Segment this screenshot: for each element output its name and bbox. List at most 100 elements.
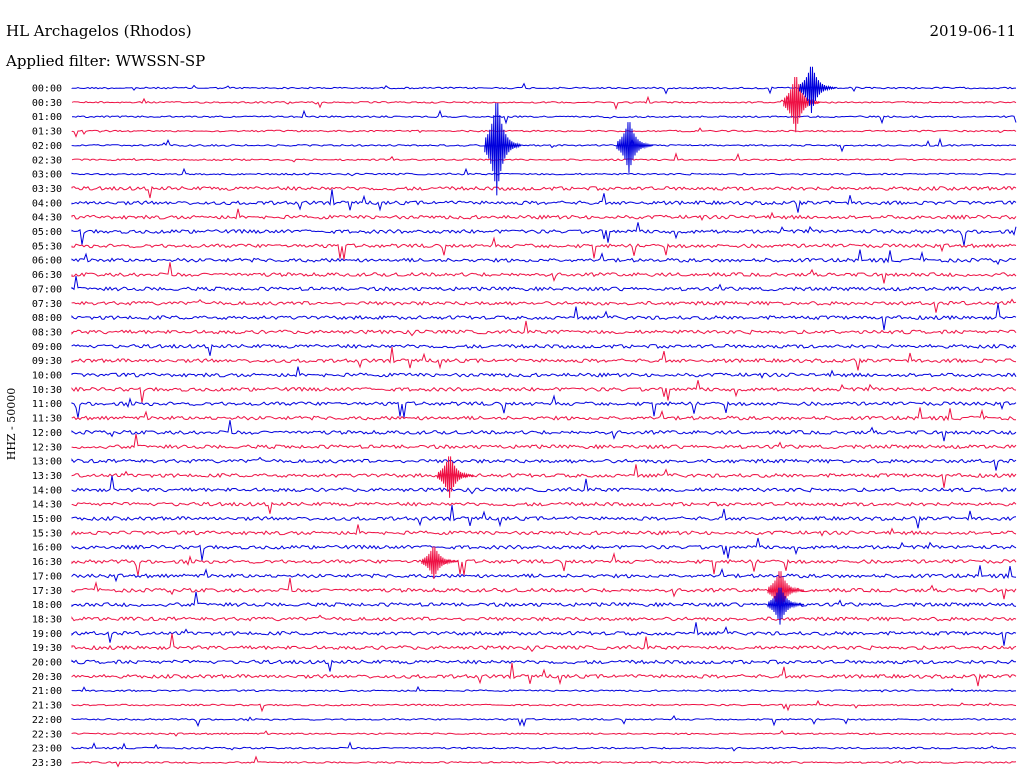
trace-row	[71, 464, 1017, 488]
event-spikes	[421, 66, 836, 625]
seismic-traces	[71, 82, 1017, 768]
trace-row	[71, 249, 1017, 266]
trace-row	[71, 236, 1017, 260]
time-tick-label: 11:00	[32, 399, 62, 410]
trace-row	[71, 298, 1017, 313]
trace-row	[71, 167, 1017, 177]
time-tick-label: 05:30	[32, 241, 62, 252]
trace-row	[71, 127, 1017, 138]
time-tick-label: 21:00	[32, 686, 62, 697]
time-tick-label: 00:30	[32, 98, 62, 109]
trace-row	[71, 347, 1017, 371]
time-tick-label: 04:00	[32, 198, 62, 209]
time-tick-label: 09:30	[32, 356, 62, 367]
trace-row	[71, 208, 1017, 222]
trace-row	[71, 137, 1017, 153]
trace-row	[71, 699, 1017, 713]
date-label: 2019-06-11	[930, 22, 1016, 40]
time-tick-label: 15:00	[32, 514, 62, 525]
time-tick-label: 04:30	[32, 213, 62, 224]
trace-row	[71, 633, 1017, 653]
time-tick-label: 14:30	[32, 500, 62, 511]
trace-row	[71, 456, 1017, 471]
trace-row	[71, 741, 1017, 752]
time-tick-label: 14:00	[32, 485, 62, 496]
trace-row	[71, 622, 1017, 646]
trace-row	[71, 95, 1017, 111]
time-tick-label: 00:00	[32, 84, 62, 95]
time-tick-label: 08:30	[32, 327, 62, 338]
trace-row	[71, 380, 1017, 403]
time-tick-label: 01:30	[32, 127, 62, 138]
trace-row	[71, 614, 1017, 622]
trace-row	[71, 524, 1017, 537]
trace-row	[71, 262, 1017, 284]
trace-row	[71, 152, 1017, 163]
trace-row	[71, 343, 1017, 356]
time-tick-label: 18:30	[32, 614, 62, 625]
time-tick-label: 09:00	[32, 342, 62, 353]
time-tick-label: 22:30	[32, 729, 62, 740]
trace-row	[71, 685, 1016, 693]
time-tick-label: 05:00	[32, 227, 62, 238]
trace-row	[72, 109, 1017, 125]
trace-row	[71, 659, 1017, 672]
time-tick-label: 20:30	[32, 672, 62, 683]
event-spike	[484, 103, 522, 196]
time-tick-label: 13:00	[32, 457, 62, 468]
filter-label: Applied filter: WWSSN-SP	[5, 52, 205, 70]
time-tick-label: 10:30	[32, 385, 62, 396]
time-tick-label: 21:30	[32, 701, 62, 712]
time-tick-label: 07:00	[32, 284, 62, 295]
trace-row	[71, 433, 1017, 450]
time-tick-label: 10:00	[32, 371, 62, 382]
trace-row	[71, 82, 1016, 95]
time-tick-label: 01:00	[32, 112, 62, 123]
time-tick-label: 16:00	[32, 543, 62, 554]
event-spike	[437, 456, 474, 498]
event-spike	[767, 587, 805, 625]
time-tick-label: 12:30	[32, 442, 62, 453]
trace-row	[71, 577, 1017, 600]
event-spike	[421, 546, 459, 580]
time-tick-label: 08:00	[32, 313, 62, 324]
trace-row	[71, 407, 1017, 422]
trace-row	[71, 222, 1017, 246]
time-tick-label: 20:00	[32, 658, 62, 669]
trace-row	[71, 715, 1017, 728]
trace-row	[71, 475, 1017, 495]
time-tick-label: 16:30	[32, 557, 62, 568]
event-spike	[767, 571, 805, 613]
time-tick-label: 17:30	[32, 586, 62, 597]
time-tick-label: 06:30	[32, 270, 62, 281]
trace-row	[71, 591, 1017, 608]
trace-row	[71, 320, 1017, 337]
time-tick-label: 19:30	[32, 643, 62, 654]
time-tick-label: 03:30	[32, 184, 62, 195]
trace-row	[71, 565, 1017, 583]
trace-row	[71, 303, 1017, 331]
time-tick-label: 03:00	[32, 170, 62, 181]
trace-row	[71, 729, 1017, 737]
time-tick-label: 19:00	[32, 629, 62, 640]
event-spike	[798, 66, 836, 114]
time-tick-label: 07:30	[32, 299, 62, 310]
time-tick-label: 13:30	[32, 471, 62, 482]
time-tick-label: 22:00	[32, 715, 62, 726]
trace-row	[71, 394, 1017, 418]
time-tick-label: 02:00	[32, 141, 62, 152]
trace-row	[71, 662, 1017, 687]
time-tick-labels: 00:00 00:30 01:00 01:30 02:00 02:30 03:00 03:30…	[32, 84, 62, 769]
time-tick-label: 02:30	[32, 155, 62, 166]
time-tick-label: 23:00	[32, 744, 62, 755]
trace-row	[71, 366, 1017, 379]
time-tick-label: 17:00	[32, 571, 62, 582]
trace-row	[71, 276, 1017, 292]
trace-row	[71, 552, 1017, 576]
trace-row	[71, 189, 1017, 213]
time-tick-label: 11:30	[32, 414, 62, 425]
event-spike	[616, 122, 654, 173]
time-tick-label: 23:30	[32, 758, 62, 769]
y-axis-label: HHZ - 50000	[5, 388, 18, 461]
